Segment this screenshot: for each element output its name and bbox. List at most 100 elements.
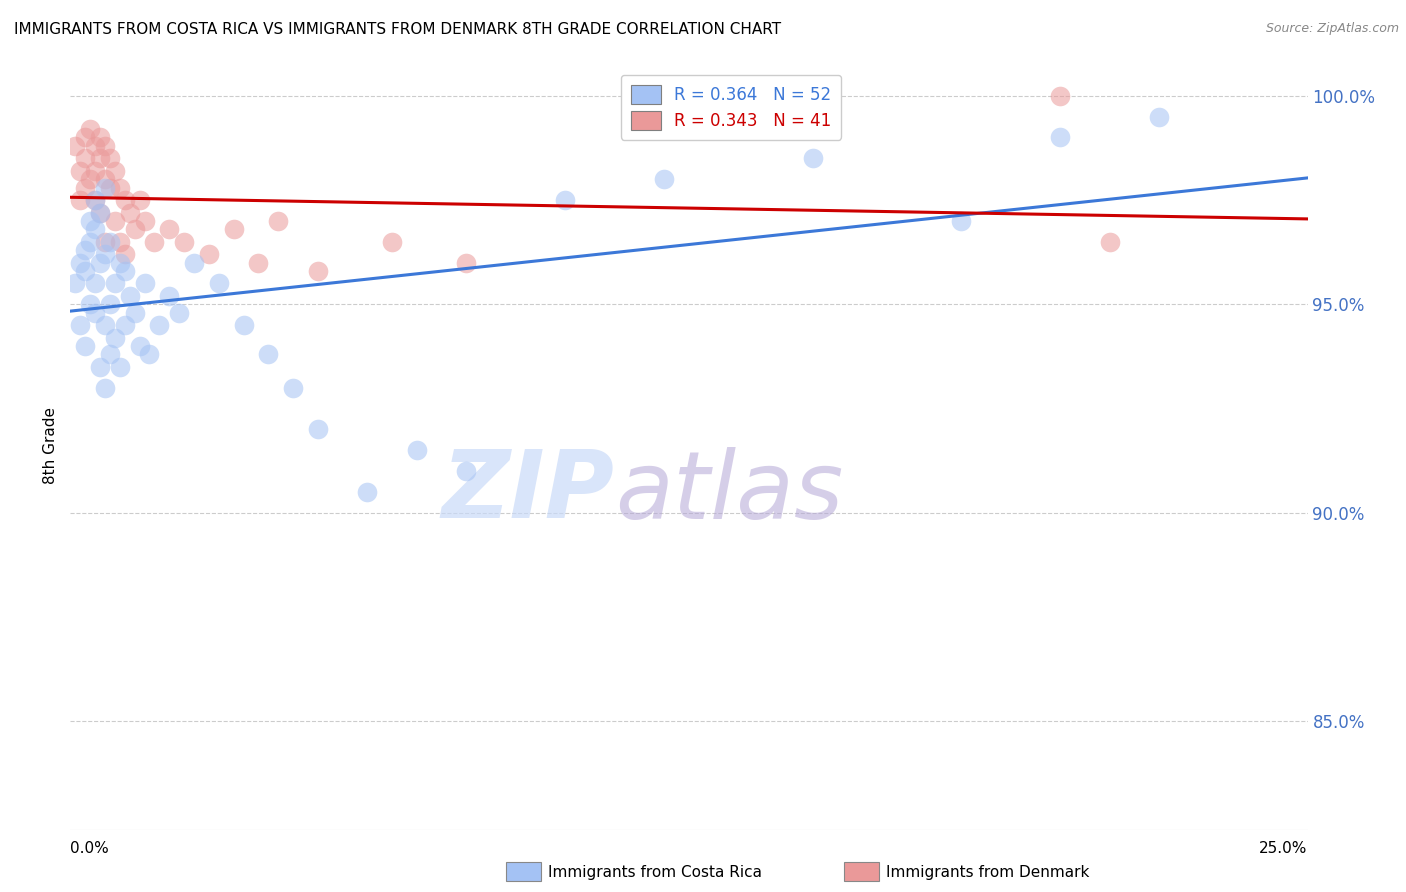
Y-axis label: 8th Grade: 8th Grade xyxy=(44,408,59,484)
Point xyxy=(84,277,107,291)
Point xyxy=(84,193,107,207)
Point xyxy=(69,164,91,178)
Point xyxy=(381,235,404,249)
Point xyxy=(94,138,117,153)
Point xyxy=(89,130,111,145)
Point xyxy=(108,359,131,374)
Point xyxy=(208,277,231,291)
Text: IMMIGRANTS FROM COSTA RICA VS IMMIGRANTS FROM DENMARK 8TH GRADE CORRELATION CHAR: IMMIGRANTS FROM COSTA RICA VS IMMIGRANTS… xyxy=(14,22,782,37)
Text: Immigrants from Costa Rica: Immigrants from Costa Rica xyxy=(548,865,762,880)
Point xyxy=(75,264,97,278)
Point xyxy=(94,180,117,194)
Point xyxy=(307,422,329,436)
Point xyxy=(94,172,117,186)
Point xyxy=(108,255,131,269)
Point xyxy=(157,222,180,236)
Point xyxy=(128,193,150,207)
Point xyxy=(950,214,973,228)
Point xyxy=(75,151,97,165)
Point xyxy=(222,222,245,236)
Point xyxy=(108,235,131,249)
Point xyxy=(84,164,107,178)
Point xyxy=(114,264,136,278)
Point xyxy=(75,180,97,194)
Point xyxy=(183,255,205,269)
Text: 25.0%: 25.0% xyxy=(1260,840,1308,855)
Point xyxy=(79,214,101,228)
Point xyxy=(98,180,121,194)
Point xyxy=(1049,130,1071,145)
Point xyxy=(124,222,146,236)
Point xyxy=(104,214,127,228)
Point xyxy=(257,347,280,361)
Point xyxy=(652,172,675,186)
Point xyxy=(118,289,141,303)
Point xyxy=(198,247,221,261)
Point xyxy=(134,277,156,291)
Point xyxy=(307,264,329,278)
Point xyxy=(79,122,101,136)
Point xyxy=(114,193,136,207)
Point xyxy=(148,318,170,332)
Point xyxy=(114,318,136,332)
Point xyxy=(98,235,121,249)
Point xyxy=(118,205,141,219)
Point xyxy=(89,151,111,165)
Text: Immigrants from Denmark: Immigrants from Denmark xyxy=(886,865,1090,880)
Point xyxy=(134,214,156,228)
Point xyxy=(167,305,190,319)
Point xyxy=(98,297,121,311)
Point xyxy=(84,138,107,153)
Point xyxy=(89,205,111,219)
Point xyxy=(75,130,97,145)
Point xyxy=(124,305,146,319)
Point xyxy=(232,318,254,332)
Point xyxy=(75,339,97,353)
Point xyxy=(108,180,131,194)
Point xyxy=(89,205,111,219)
Point xyxy=(98,347,121,361)
Point xyxy=(281,381,304,395)
Point xyxy=(1147,110,1170,124)
Point xyxy=(69,193,91,207)
Point xyxy=(405,443,427,458)
Point xyxy=(143,235,166,249)
Point xyxy=(84,222,107,236)
Point xyxy=(75,243,97,257)
Point xyxy=(79,172,101,186)
Point xyxy=(104,277,127,291)
Point xyxy=(94,247,117,261)
Point xyxy=(1049,88,1071,103)
Point xyxy=(84,305,107,319)
Point xyxy=(79,235,101,249)
Point xyxy=(114,247,136,261)
Point xyxy=(247,255,270,269)
Point xyxy=(69,255,91,269)
Point xyxy=(89,359,111,374)
Point xyxy=(104,330,127,344)
Point xyxy=(456,464,478,478)
Point xyxy=(65,138,87,153)
Point xyxy=(98,151,121,165)
Point xyxy=(267,214,290,228)
Point xyxy=(173,235,195,249)
Point xyxy=(128,339,150,353)
Point xyxy=(65,277,87,291)
Point xyxy=(89,255,111,269)
Text: ZIP: ZIP xyxy=(441,446,614,538)
Text: Source: ZipAtlas.com: Source: ZipAtlas.com xyxy=(1265,22,1399,36)
Point xyxy=(1098,235,1121,249)
Text: atlas: atlas xyxy=(614,447,844,538)
Point xyxy=(138,347,160,361)
Point xyxy=(94,381,117,395)
Point xyxy=(79,297,101,311)
Point xyxy=(104,164,127,178)
Point xyxy=(69,318,91,332)
Point xyxy=(801,151,824,165)
Text: 0.0%: 0.0% xyxy=(70,840,110,855)
Point xyxy=(554,193,576,207)
Point xyxy=(94,318,117,332)
Point xyxy=(157,289,180,303)
Point xyxy=(456,255,478,269)
Point xyxy=(94,235,117,249)
